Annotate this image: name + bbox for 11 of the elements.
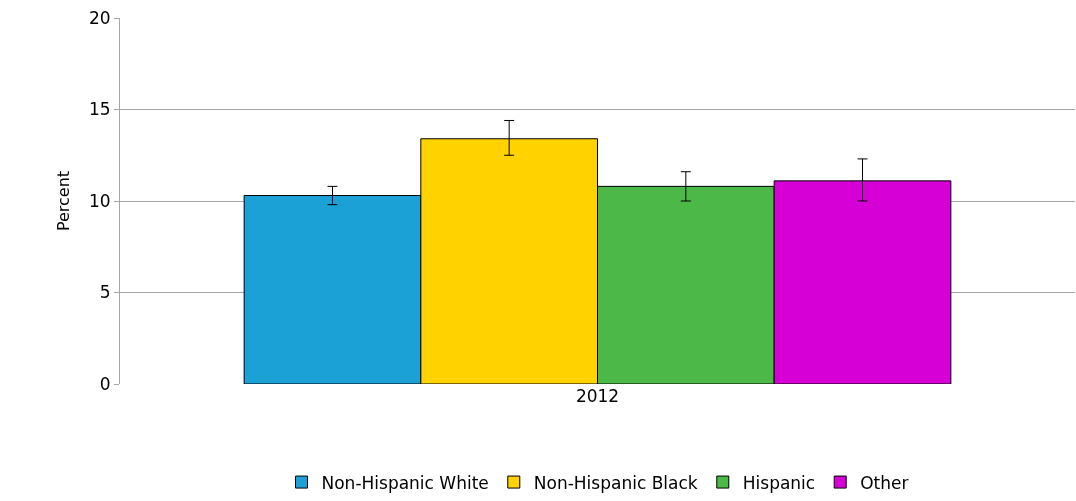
y-tick-label: 20 — [88, 7, 111, 28]
y-tick-label: 10 — [88, 190, 111, 211]
legend-label: Hispanic — [742, 472, 816, 493]
y-tick-label: 15 — [88, 99, 111, 120]
legend-label: Non-Hispanic White — [321, 472, 489, 493]
legend-label: Other — [860, 472, 909, 493]
y-axis-title: Percent — [53, 170, 73, 232]
y-tick-label: 5 — [99, 282, 111, 303]
x-tick-label: 2012 — [575, 386, 620, 406]
legend-label: Non-Hispanic Black — [533, 472, 698, 493]
y-tick-label: 0 — [99, 373, 111, 394]
